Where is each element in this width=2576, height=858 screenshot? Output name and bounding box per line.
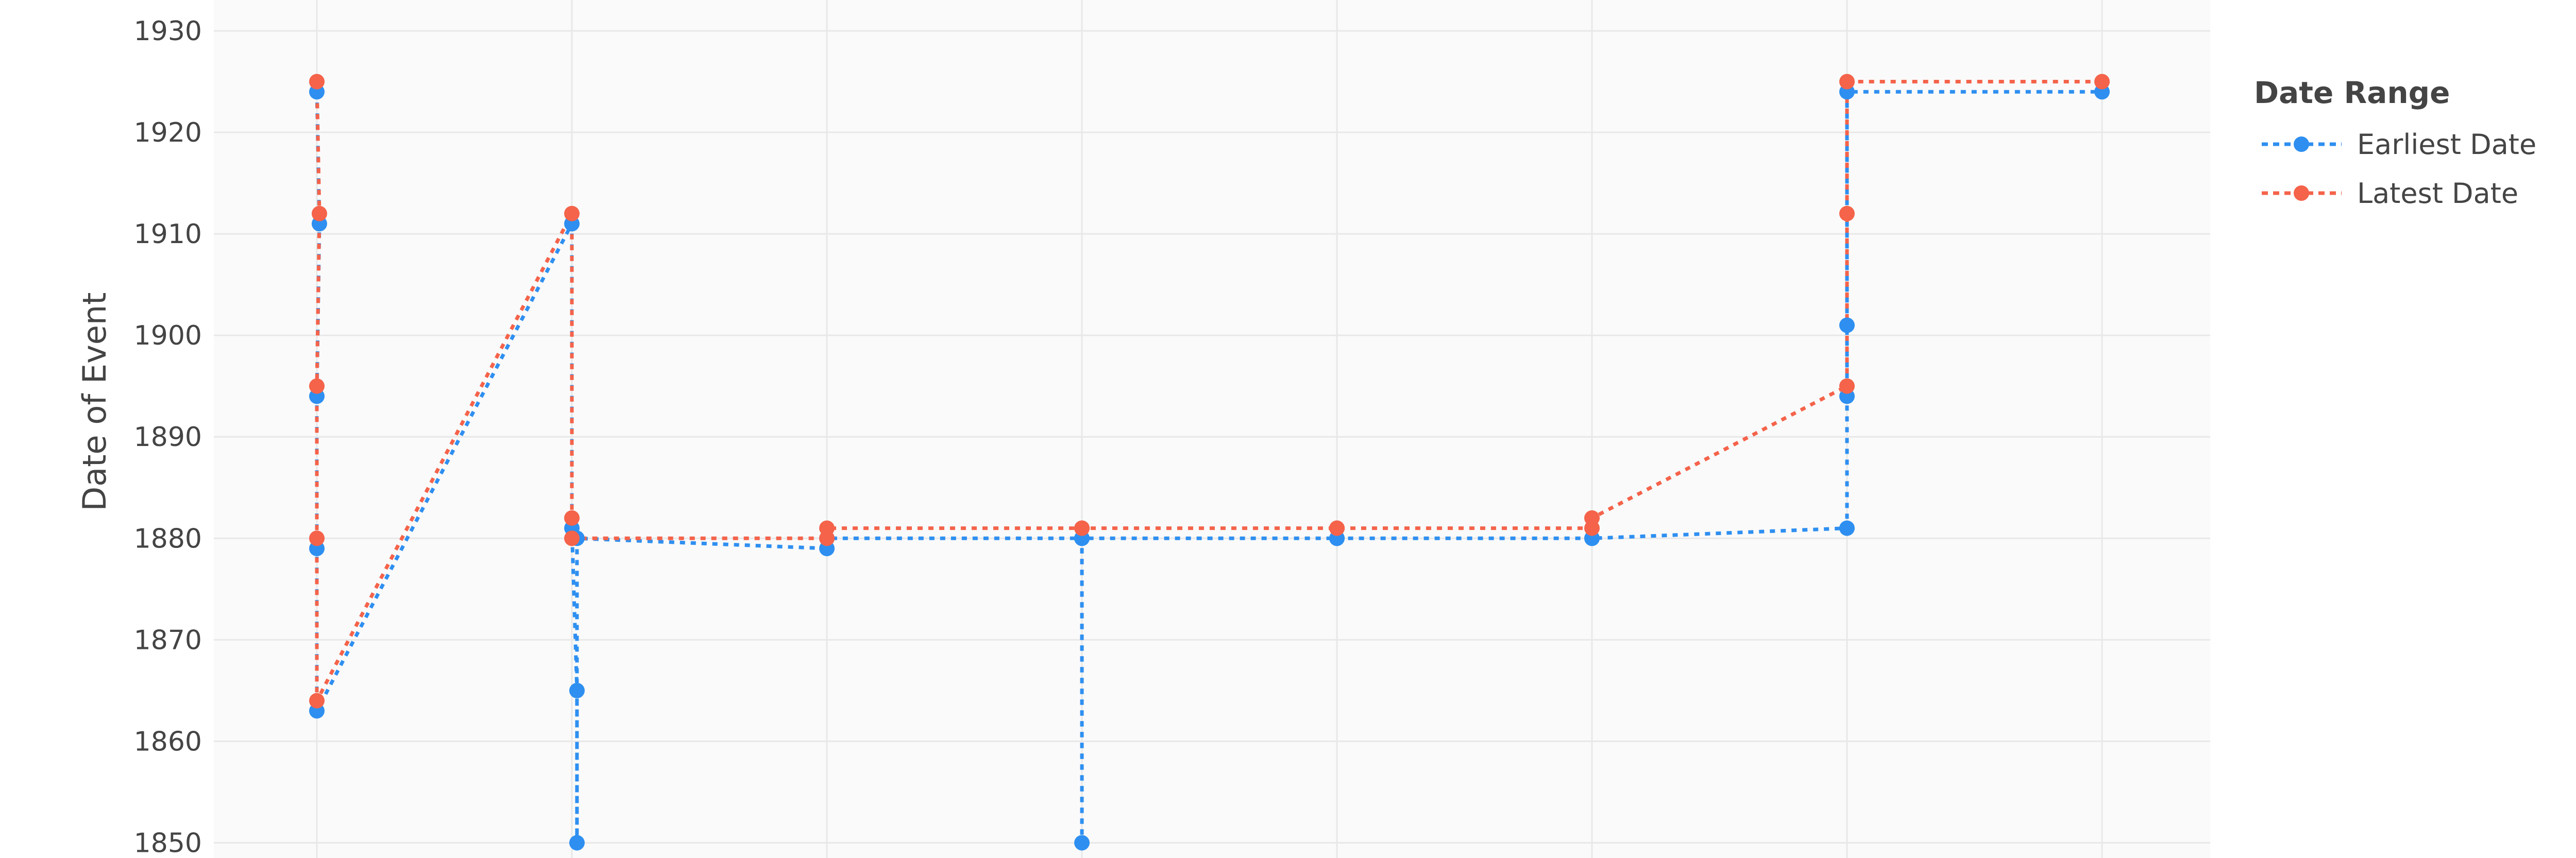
data-point[interactable] [309,74,325,90]
y-tick-label: 1910 [134,219,202,250]
y-tick-label: 1860 [134,726,202,757]
data-point[interactable] [1839,74,1855,90]
y-tick-label: 1850 [134,828,202,858]
data-point[interactable] [1074,835,1090,851]
plot-area [214,0,2210,858]
data-point[interactable] [311,205,327,221]
data-point[interactable] [309,378,325,394]
legend-title: Date Range [2254,75,2450,110]
y-tick-label: 1880 [134,523,202,554]
legend-label: Latest Date [2357,177,2518,210]
y-tick-label: 1870 [134,625,202,656]
data-point[interactable] [819,520,835,536]
y-tick-label: 1890 [134,422,202,453]
data-point[interactable] [564,205,580,221]
y-tick-label: 1930 [134,16,202,47]
data-point[interactable] [564,530,580,546]
data-point[interactable] [1074,520,1090,536]
data-point[interactable] [564,510,580,526]
data-point[interactable] [569,835,585,851]
data-point[interactable] [1839,205,1855,221]
data-point[interactable] [1839,520,1855,536]
data-point[interactable] [1839,378,1855,394]
data-point[interactable] [2094,74,2110,90]
data-point[interactable] [1584,510,1600,526]
y-tick-label: 1920 [134,117,202,148]
data-point[interactable] [1839,317,1855,333]
data-point[interactable] [569,682,585,698]
legend-label: Earliest Date [2357,128,2536,161]
legend-swatch-marker [2294,136,2309,152]
data-point[interactable] [309,693,325,709]
y-tick-label: 1900 [134,320,202,351]
y-axis-title: Date of Event [76,293,113,511]
data-point[interactable] [1329,520,1345,536]
legend-swatch-marker [2294,185,2309,201]
data-point[interactable] [309,530,325,546]
legend-item-earliest-date[interactable]: Earliest Date [2262,128,2536,161]
legend-item-latest-date[interactable]: Latest Date [2262,177,2518,210]
